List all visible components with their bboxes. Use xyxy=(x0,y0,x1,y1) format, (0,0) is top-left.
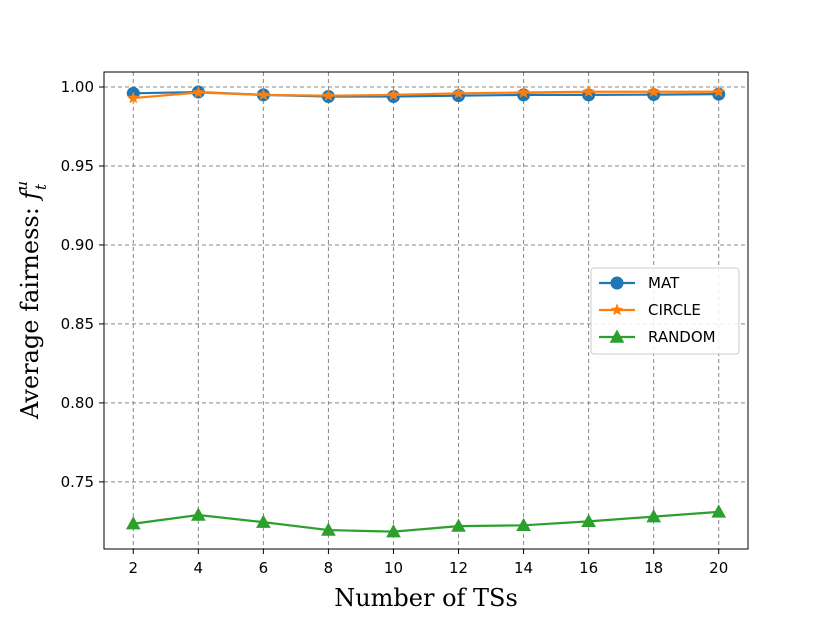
x-tick-label: 8 xyxy=(324,559,334,577)
legend-item-mat: MAT xyxy=(599,274,680,292)
y-axis-label-superscript: u xyxy=(13,181,31,191)
data-point-random xyxy=(386,524,401,538)
legend-label-circle: CIRCLE xyxy=(648,301,701,319)
legend-marker-random xyxy=(609,329,625,343)
data-point-random xyxy=(321,522,336,536)
y-tick-label: 0.95 xyxy=(61,157,94,175)
x-axis-label: Number of TSs xyxy=(334,584,518,612)
y-tick-label: 1.00 xyxy=(61,78,94,96)
data-point-random xyxy=(516,517,531,532)
series-line-random xyxy=(133,510,719,533)
data-point-circle xyxy=(582,85,595,98)
data-point-circle xyxy=(126,91,140,104)
legend-item-circle: CIRCLE xyxy=(599,301,701,319)
y-tick-label: 0.85 xyxy=(61,315,94,333)
x-tick-label: 12 xyxy=(449,559,468,577)
data-point-circle xyxy=(322,89,335,102)
data-point-circle xyxy=(712,85,726,98)
axis-ticks: 2 4 6 8 10 12 14 16 18 20 0.75 0.80 0.85 0.90 0.95 1.00 xyxy=(61,78,729,577)
y-axis-label: Average fairness: fut xyxy=(13,181,50,420)
x-tick-label: 20 xyxy=(709,559,728,577)
plot-frame xyxy=(103,71,749,550)
legend-label-random: RANDOM xyxy=(648,328,716,346)
data-point-random xyxy=(190,507,206,521)
data-point-random xyxy=(125,516,141,530)
y-axis-label-text: Average fairness: xyxy=(16,200,44,420)
legend-marker-mat xyxy=(610,276,624,290)
grid xyxy=(104,72,748,549)
x-tick-label: 6 xyxy=(259,559,269,577)
data-point-circle xyxy=(517,85,530,98)
data-point-random xyxy=(581,513,596,528)
data-point-circle xyxy=(387,88,400,101)
legend: MAT CIRCLE RANDOM xyxy=(590,267,740,355)
y-axis-label-subscript: t xyxy=(32,183,50,190)
data-point-random xyxy=(256,514,271,528)
x-tick-label: 14 xyxy=(514,559,533,577)
series-line-circle xyxy=(133,90,719,100)
series-layer xyxy=(125,85,727,538)
x-tick-label: 10 xyxy=(384,559,403,577)
y-tick-label: 0.80 xyxy=(61,394,94,412)
data-point-circle xyxy=(452,86,465,99)
legend-item-random: RANDOM xyxy=(599,328,716,346)
x-tick-label: 2 xyxy=(128,559,138,577)
series-circle xyxy=(126,85,726,104)
legend-box xyxy=(590,267,740,355)
legend-marker-circle xyxy=(610,303,624,316)
x-tick-label: 16 xyxy=(579,559,598,577)
data-point-random xyxy=(451,518,466,532)
x-tick-label: 18 xyxy=(644,559,663,577)
data-point-circle xyxy=(191,85,205,98)
data-point-circle xyxy=(647,85,661,98)
data-point-random xyxy=(711,504,727,518)
y-tick-label: 0.75 xyxy=(61,473,94,491)
y-tick-label: 0.90 xyxy=(61,236,94,254)
legend-label-mat: MAT xyxy=(648,274,680,292)
data-point-random xyxy=(646,509,662,523)
series-random xyxy=(125,504,727,538)
x-tick-label: 4 xyxy=(194,559,204,577)
data-point-circle xyxy=(257,88,270,101)
